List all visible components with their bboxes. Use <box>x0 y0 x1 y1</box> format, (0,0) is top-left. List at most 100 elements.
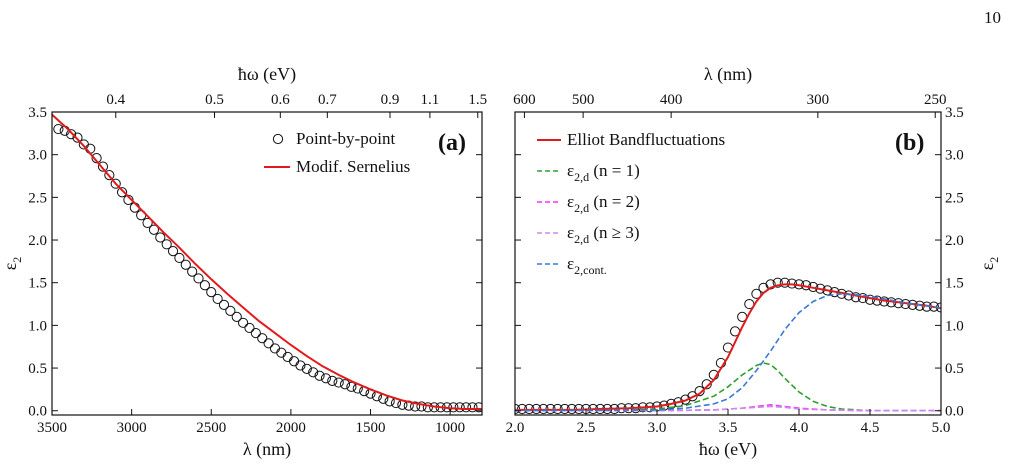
panel-a-xtick-label: 3500 <box>37 420 67 436</box>
panel-a-top-tick-label: 0.6 <box>271 92 290 108</box>
panel-b-series-0-point <box>680 394 691 405</box>
panel-a-top-axis-label: ħω (eV) <box>238 64 296 85</box>
panel-a-panel-label: (a) <box>438 130 466 156</box>
panel-a-series-0-point <box>339 379 351 390</box>
panel-a-series-0-point <box>250 327 261 339</box>
panel-b-ylabel: ε2 <box>977 257 1001 271</box>
panel-a-series-0-point <box>180 259 191 270</box>
panel-a-series-0-point <box>301 363 312 375</box>
panel-b-legend-label-4: ε2,cont. <box>567 254 607 277</box>
panel-b-series-2-line <box>515 362 941 412</box>
panel-a-ytick-label: 2.0 <box>28 233 47 249</box>
panel-a-ytick-label: 3.0 <box>28 148 47 164</box>
panel-b-series-0-point <box>687 391 698 402</box>
panel-b-ytick-label: 1.0 <box>945 318 964 334</box>
panel-a-series-0-point <box>282 351 293 363</box>
panel-a-series-0-point <box>91 152 102 164</box>
panel-a-series-0-point <box>295 360 306 371</box>
panel-b-legend-label-2: ε2,d (n = 2) <box>567 192 640 215</box>
panel-a-xtick-label: 2500 <box>196 420 226 436</box>
panel-b-xtick-label: 3.5 <box>719 420 738 436</box>
panel-a-series-0-point <box>167 246 179 257</box>
panel-b-xtick-label: 4.0 <box>790 420 809 436</box>
panel-b-panel-label: (b) <box>895 130 924 156</box>
panel-a-series-0-point <box>116 187 128 198</box>
panel-a-series-0-point <box>72 132 83 143</box>
panel-a-series-0-point <box>104 170 115 181</box>
panel-a-top-tick-label: 1.5 <box>468 92 487 108</box>
panel-a-series-0-point <box>161 239 172 250</box>
panel-a-top-tick-label: 0.4 <box>106 92 125 108</box>
panel-a-series-0-point <box>276 347 287 358</box>
panel-a-series-0-point <box>314 370 325 381</box>
panel-a-series-0-point <box>460 402 472 413</box>
panel-a-ylabel: ε2 <box>0 257 24 271</box>
panel-b-top-tick-label: 250 <box>924 92 947 108</box>
panel-b-ytick-label: 2.5 <box>945 190 964 206</box>
panel-b-legend: Elliot Bandfluctuations ε2,d (n = 1) ε2,d … <box>537 130 725 277</box>
panel-a-series-0-point <box>199 280 210 291</box>
panel-a-series-0-point <box>308 367 319 378</box>
panel-b-xtick-label: 4.5 <box>861 420 880 436</box>
panel-b-ytick-label: 1.5 <box>945 276 964 292</box>
panel-a-series-0-point <box>53 123 64 135</box>
panel-a-xtick-label: 1500 <box>356 420 386 436</box>
panel-b-xtick-label: 2.5 <box>577 420 596 436</box>
panel-a-xlabel: λ (nm) <box>243 439 291 460</box>
panel-a-frame <box>51 111 483 416</box>
panel-a-chart: 3500 3000 2500 2000 1500 1000 0.0 0.5 1.0 1.5 2.0 2… <box>0 64 487 460</box>
panel-a-top-tick-label: 1.1 <box>421 92 440 108</box>
panel-a-series-0-point <box>288 356 300 367</box>
panel-a-series-1-line <box>52 113 482 410</box>
panel-a-series-0-point <box>410 401 421 412</box>
panel-a-series-0-point <box>155 232 166 243</box>
panel-a-series-0-point <box>333 377 344 388</box>
panel-b-ytick-label: 0.5 <box>945 361 964 377</box>
panel-a-series-0-point <box>66 129 77 140</box>
panel-b-legend-label-3: ε2,d (n ≥ 3) <box>567 223 640 246</box>
panel-b-series-0-point <box>779 277 790 288</box>
panel-a-ytick-label: 1.5 <box>28 276 47 292</box>
panel-a-legend-label-0: Point-by-point <box>296 129 395 148</box>
panel-a-series-0-point <box>257 333 268 344</box>
panel-a-ytick-label: 2.5 <box>28 190 47 206</box>
panel-b-series-5-line <box>515 292 941 412</box>
panel-b-top-tick-label: 500 <box>572 92 595 108</box>
panel-a-series-0-point <box>320 373 332 384</box>
panel-a-top-tick-label: 0.7 <box>318 92 337 108</box>
page-number: 10 <box>984 8 1001 27</box>
panel-a-xtick-label: 3000 <box>117 420 147 436</box>
panel-b-series-1-line <box>515 283 941 411</box>
panel-a-legend: Point-by-point Modif. Sernelius <box>264 129 410 176</box>
panel-a-series-0-point <box>473 402 482 413</box>
panel-a-legend-label-1: Modif. Sernelius <box>296 157 410 176</box>
panel-b-xlabel: ħω (eV) <box>699 439 757 460</box>
panel-a-ytick-label: 3.5 <box>28 105 47 121</box>
panel-a-series-0-point <box>193 273 204 284</box>
panel-b-series-0-point <box>694 386 705 397</box>
panel-a-series-0-point <box>238 317 249 328</box>
panel-a-data <box>52 113 482 413</box>
panel-b-ytick-label: 3.5 <box>945 105 964 121</box>
panel-a-series-0-point <box>346 381 357 392</box>
panel-a-series-0-point <box>269 343 281 354</box>
panel-a-series-0-point <box>231 311 242 322</box>
panel-b-ytick-label: 2.0 <box>945 233 964 249</box>
panel-b-chart: 2.0 2.5 3.0 3.5 4.0 4.5 5.00.0 0.5 1.0 1.5 2.0 2.5 3… <box>506 64 1001 460</box>
panel-a-series-0-point <box>263 338 274 349</box>
panel-b-top-tick-label: 600 <box>513 92 536 108</box>
panel-b-series-0-point <box>701 379 712 390</box>
panel-a-series-0-point <box>244 322 255 334</box>
panel-a-series-0-point <box>422 402 433 413</box>
panel-a-series-0-point <box>206 286 217 298</box>
panel-a-top-tick-label: 0.9 <box>381 92 400 108</box>
panel-a-series-0-point <box>110 178 121 189</box>
panel-b-data <box>515 277 941 415</box>
panel-a-series-0-point <box>148 224 160 235</box>
panel-a-ytick-label: 1.0 <box>28 318 47 334</box>
panel-a-ytick-label: 0.0 <box>28 404 47 420</box>
panel-b-xtick-label: 2.0 <box>506 420 525 436</box>
panel-a-series-0-point <box>218 299 230 310</box>
panel-a-series-0-point <box>225 305 236 316</box>
